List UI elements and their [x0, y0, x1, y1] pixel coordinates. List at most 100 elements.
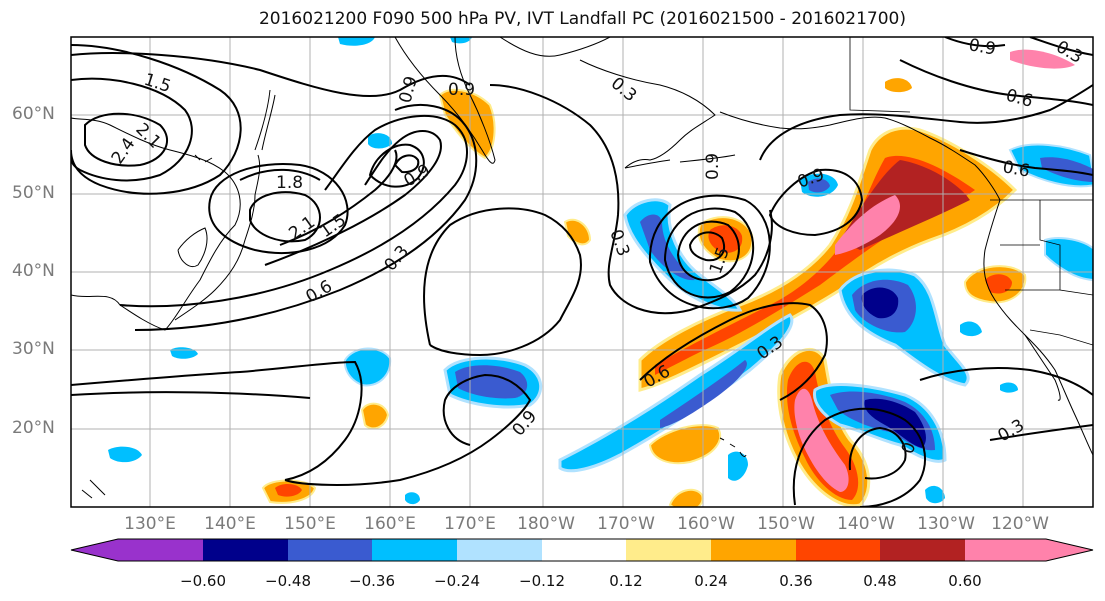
coast-hawaii [719, 437, 747, 457]
colorbar-tick-label: 0.36 [779, 572, 813, 590]
map-frame [70, 36, 1094, 508]
lon-label: 170°E [444, 514, 496, 534]
contour-ne-2 [944, 37, 1006, 48]
colorbar-tick-label: 0.48 [863, 572, 897, 590]
contour-sw-trough [71, 360, 363, 481]
negative-south-1 [925, 485, 945, 504]
map-title: 2016021200 F090 500 hPa PV, IVT Landfall… [258, 9, 906, 29]
colorbar-tick-label: −0.24 [434, 572, 480, 590]
colorbar [70, 538, 1094, 562]
coast-kamchatka [394, 37, 496, 164]
lon-label: 180°W [517, 514, 575, 534]
negative-small-ne [1000, 382, 1018, 393]
coast-aleutians [624, 154, 736, 169]
negative-diagonal-band [558, 313, 794, 473]
negative-west-2 [108, 446, 142, 463]
contour-gulf-alaska [768, 168, 864, 237]
contour-ring-west-3 [84, 112, 169, 167]
contour-ring-japan-2 [208, 163, 349, 254]
negative-central-core [455, 365, 528, 399]
contour-label: 1.8 [276, 173, 303, 193]
lon-label: 170°W [597, 514, 655, 534]
coast-korea [177, 227, 208, 267]
lon-label: 120°W [991, 514, 1049, 534]
contour-low-ring-3 [663, 207, 755, 299]
contour-low-ring-1 [688, 231, 725, 262]
contour-label: 0.9 [967, 35, 997, 59]
positive-hook-core [794, 388, 849, 492]
colorbar-cell [372, 539, 457, 561]
border-states [1000, 200, 1093, 296]
colorbar-high-extension [1046, 539, 1093, 561]
lon-label: 160°E [364, 514, 416, 534]
colorbar-cell [626, 539, 711, 561]
contour-ridge-2 [134, 104, 478, 331]
colorbar-tick-label: −0.12 [519, 572, 565, 590]
contour-ring-japan-3 [239, 168, 321, 181]
colorbar-tick-label: −0.36 [349, 572, 395, 590]
positive-south [668, 488, 704, 507]
colorbar-cell [542, 539, 626, 561]
negative-top-1 [338, 37, 375, 46]
negative-east-large-core [861, 287, 899, 319]
coast-alaska [579, 59, 1001, 201]
colorbar-cell [965, 539, 1046, 561]
lat-label: 20°N [12, 418, 55, 438]
contour-west-bottom [71, 391, 311, 399]
contour-inner-south [848, 426, 907, 480]
colorbar-low-extension [71, 539, 118, 561]
negative-wa-coast-core [1040, 157, 1093, 182]
positive-alaska [885, 78, 912, 93]
positive-canada [1010, 49, 1075, 69]
lon-label: 130°W [917, 514, 975, 534]
lat-label: 40°N [12, 261, 55, 281]
contour-north-arc [759, 84, 1093, 161]
contour-subtropical [639, 302, 828, 401]
contour-central-low [423, 207, 582, 357]
contour-low-ring-2 [676, 220, 740, 282]
negative-south-2 [728, 451, 748, 481]
contour-south-loop [792, 407, 926, 507]
contour-ne-1 [899, 59, 1093, 106]
coast-islands [81, 154, 213, 499]
contour-kamchatka-inner [393, 154, 420, 174]
lon-label: 150°E [284, 514, 336, 534]
coastlines [71, 37, 1093, 499]
positive-kamchatka [438, 88, 496, 160]
contour-se-coast [989, 424, 1093, 441]
border-us-mexico [1029, 329, 1093, 346]
colorbar-outline [70, 538, 1094, 562]
political-boundaries [849, 37, 1093, 346]
contour-east-to-coast [919, 367, 1093, 396]
contour-ridge-1 [119, 114, 468, 308]
coast-japan [174, 154, 261, 321]
lon-label: 150°W [757, 514, 815, 534]
coast-sakhalin [254, 89, 276, 151]
contour-ring-japan-1 [249, 191, 321, 243]
colorbar-cell [880, 539, 965, 561]
colorbar-tick-label: 0.24 [694, 572, 728, 590]
negative-ca [960, 321, 982, 337]
lat-label: 50°N [12, 183, 55, 203]
positive-west-tiny [360, 402, 390, 430]
colorbar-tick-label: −0.60 [180, 572, 226, 590]
contour-low-ring-4 [648, 194, 771, 310]
lat-label: 60°N [12, 104, 55, 124]
colorbar-tick-label: −0.48 [265, 572, 311, 590]
colorbar-cell [457, 539, 542, 561]
contour-ring-west-outer [71, 44, 242, 195]
colorbar-cell [118, 539, 203, 561]
colorbar-tick-label: 0.60 [948, 572, 982, 590]
contour-label: 0.9 [448, 80, 475, 100]
contour-label: 0.6 [1001, 157, 1031, 181]
positive-ne-pacific-core [985, 274, 1012, 294]
colorbar-cell [711, 539, 796, 561]
contour-north-rim [71, 52, 471, 98]
contour-ne-3 [1029, 37, 1093, 56]
coast-siberia-east [499, 37, 611, 57]
negative-low-crescent-core [640, 214, 695, 281]
lon-label: 140°W [837, 514, 895, 534]
negative-small-s [405, 492, 420, 505]
coast-asia [71, 117, 241, 331]
colorbar-cell [288, 539, 372, 561]
